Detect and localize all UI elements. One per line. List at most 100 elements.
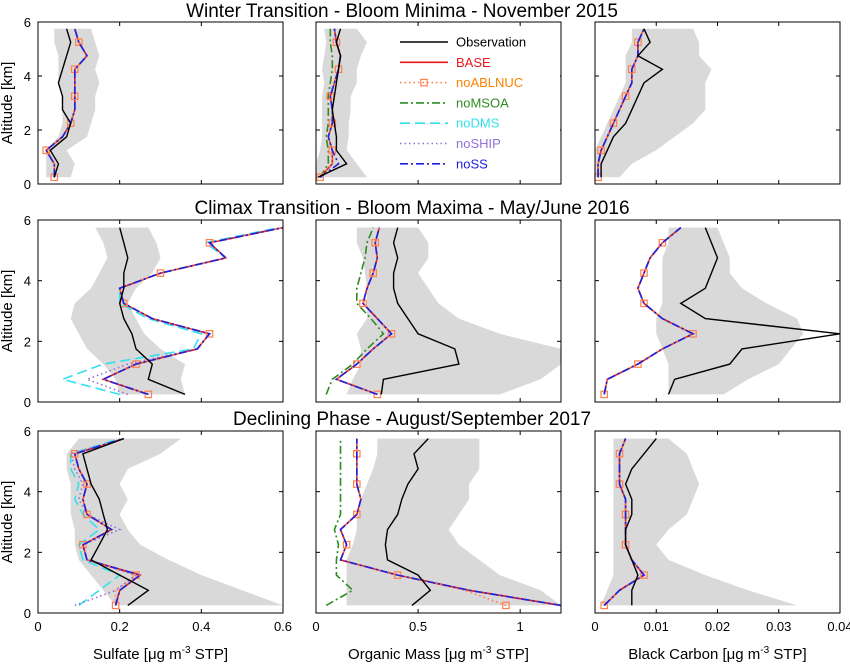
observation-range-band [66,438,283,606]
x-axis-label: Organic Mass [μg m-3 STP] [348,645,529,663]
y-tick-label: 0 [24,395,31,410]
series-marker-noablnuc [328,146,337,155]
legend: Observation BASE noABLNUC noMSOA noDMS noSHIP… [394,30,560,175]
y-tick-label: 0 [24,606,31,621]
series-line-nomsoa [325,227,385,395]
series-marker-noablnuc [640,299,648,308]
series-marker-noablnuc [66,119,75,128]
y-tick-label: 2 [24,545,31,560]
x-axis-label: Black Carbon [μg m-3 STP] [628,645,806,663]
series-line-noss [45,28,88,178]
panel-2-0: 0 0.2 0.4 0.6 0 2 4 6 [24,424,292,634]
series-line-observation [82,437,150,606]
series-line-noss [603,438,646,606]
series-marker-noablnuc [205,330,214,338]
series-marker-noablnuc [353,360,361,368]
y-tick-label: 6 [24,15,31,30]
series-line-noship [69,437,138,607]
series-marker-noablnuc [689,330,697,338]
y-tick-label: 6 [24,424,31,439]
series-marker-noablnuc [353,510,361,519]
panel-1-1 [315,219,562,403]
series-marker-noablnuc [658,239,667,247]
panel-0-2 [594,21,841,185]
panel-0-0: 0 2 4 6 [24,15,284,192]
y-axis-label: Altitude [km] [0,481,16,564]
x-tick-label: 0.6 [274,619,292,634]
x-axis-label: Sulfate [μg m-3 STP] [93,645,228,663]
series-marker-noablnuc [609,119,618,128]
y-tick-label: 6 [24,213,31,228]
series-marker-noablnuc [359,299,367,308]
observation-range-band [316,28,367,178]
y-tick-label: 2 [24,123,31,138]
y-tick-label: 4 [24,274,31,289]
series-marker-noablnuc [111,601,120,610]
axes-frame [37,430,284,614]
legend-label-nodms: noDMS [456,116,500,131]
series-line-noss [597,28,645,178]
series-marker-noablnuc [621,92,630,101]
row-title-2: Declining Phase - August/September 2017 [233,409,591,430]
y-tick-label: 4 [24,485,31,500]
legend-label-base: BASE [456,55,491,70]
panel-1-0: 0 2 4 6 [24,213,284,410]
observation-range-band [70,227,185,395]
series-marker-noablnuc [316,173,324,182]
series-line-noablnuc [603,226,695,395]
observation-range-band [601,438,798,606]
observation-range-band [346,227,561,395]
series-marker-noablnuc [627,65,636,74]
series-line-nomsoa [319,28,334,178]
series-marker-noablnuc [83,510,91,519]
series-line-noablnuc [339,438,507,607]
series-line-noss [101,226,283,396]
panel-1-2 [594,219,841,403]
series-marker-noablnuc [70,450,79,458]
y-tick-label: 2 [24,334,31,349]
x-tick-label: 0.4 [192,619,210,634]
x-tick-label: 0.2 [111,619,129,634]
series-marker-noablnuc [205,239,214,247]
series-line-observation [118,227,186,396]
series-line-noablnuc [334,227,393,396]
series-line-noss [603,226,695,395]
legend-label-noship: noSHIP [456,136,501,151]
series-marker-noablnuc [371,239,380,247]
series-marker-noablnuc [502,601,510,610]
series-line-observation [624,438,657,606]
observation-range-band [656,227,804,395]
panel-2-1: 0 0.5 1 [312,430,562,634]
series-line-nomsoa [325,438,355,607]
legend-label-noss: noSS [456,156,488,171]
legend-label-noablnuc: noABLNUC [456,75,523,90]
ylabels-group: Altitude [km] Altitude [km] Altitude [km] [0,62,16,564]
series-marker-noablnuc [79,540,87,549]
series-marker-noablnuc [353,480,361,488]
panel-0-1 [315,21,562,185]
x-tick-label: 0.04 [827,619,850,634]
series-line-observation [600,28,664,178]
series-line-observation [49,28,72,178]
series-line-nodms [69,437,122,607]
y-axis-label: Altitude [km] [0,62,16,145]
series-marker-noablnuc [373,390,382,399]
x-tick-label: 0 [312,619,319,634]
series-marker-noablnuc [42,146,51,155]
series-line-observation [384,438,432,606]
y-tick-label: 0 [24,177,31,192]
series-marker-noablnuc [156,269,165,277]
series-marker-noablnuc [326,92,335,101]
axes-frame [315,21,562,185]
series-line-noss [334,227,393,396]
series-line-observation [317,28,348,178]
series-line-noss [73,437,142,606]
series-marker-noablnuc [615,450,624,458]
axes-frame [315,219,562,403]
series-marker-noablnuc [600,601,609,610]
x-tick-label: 1 [517,619,524,634]
x-tick-label: 0.5 [409,619,427,634]
series-marker-noablnuc [342,540,351,549]
